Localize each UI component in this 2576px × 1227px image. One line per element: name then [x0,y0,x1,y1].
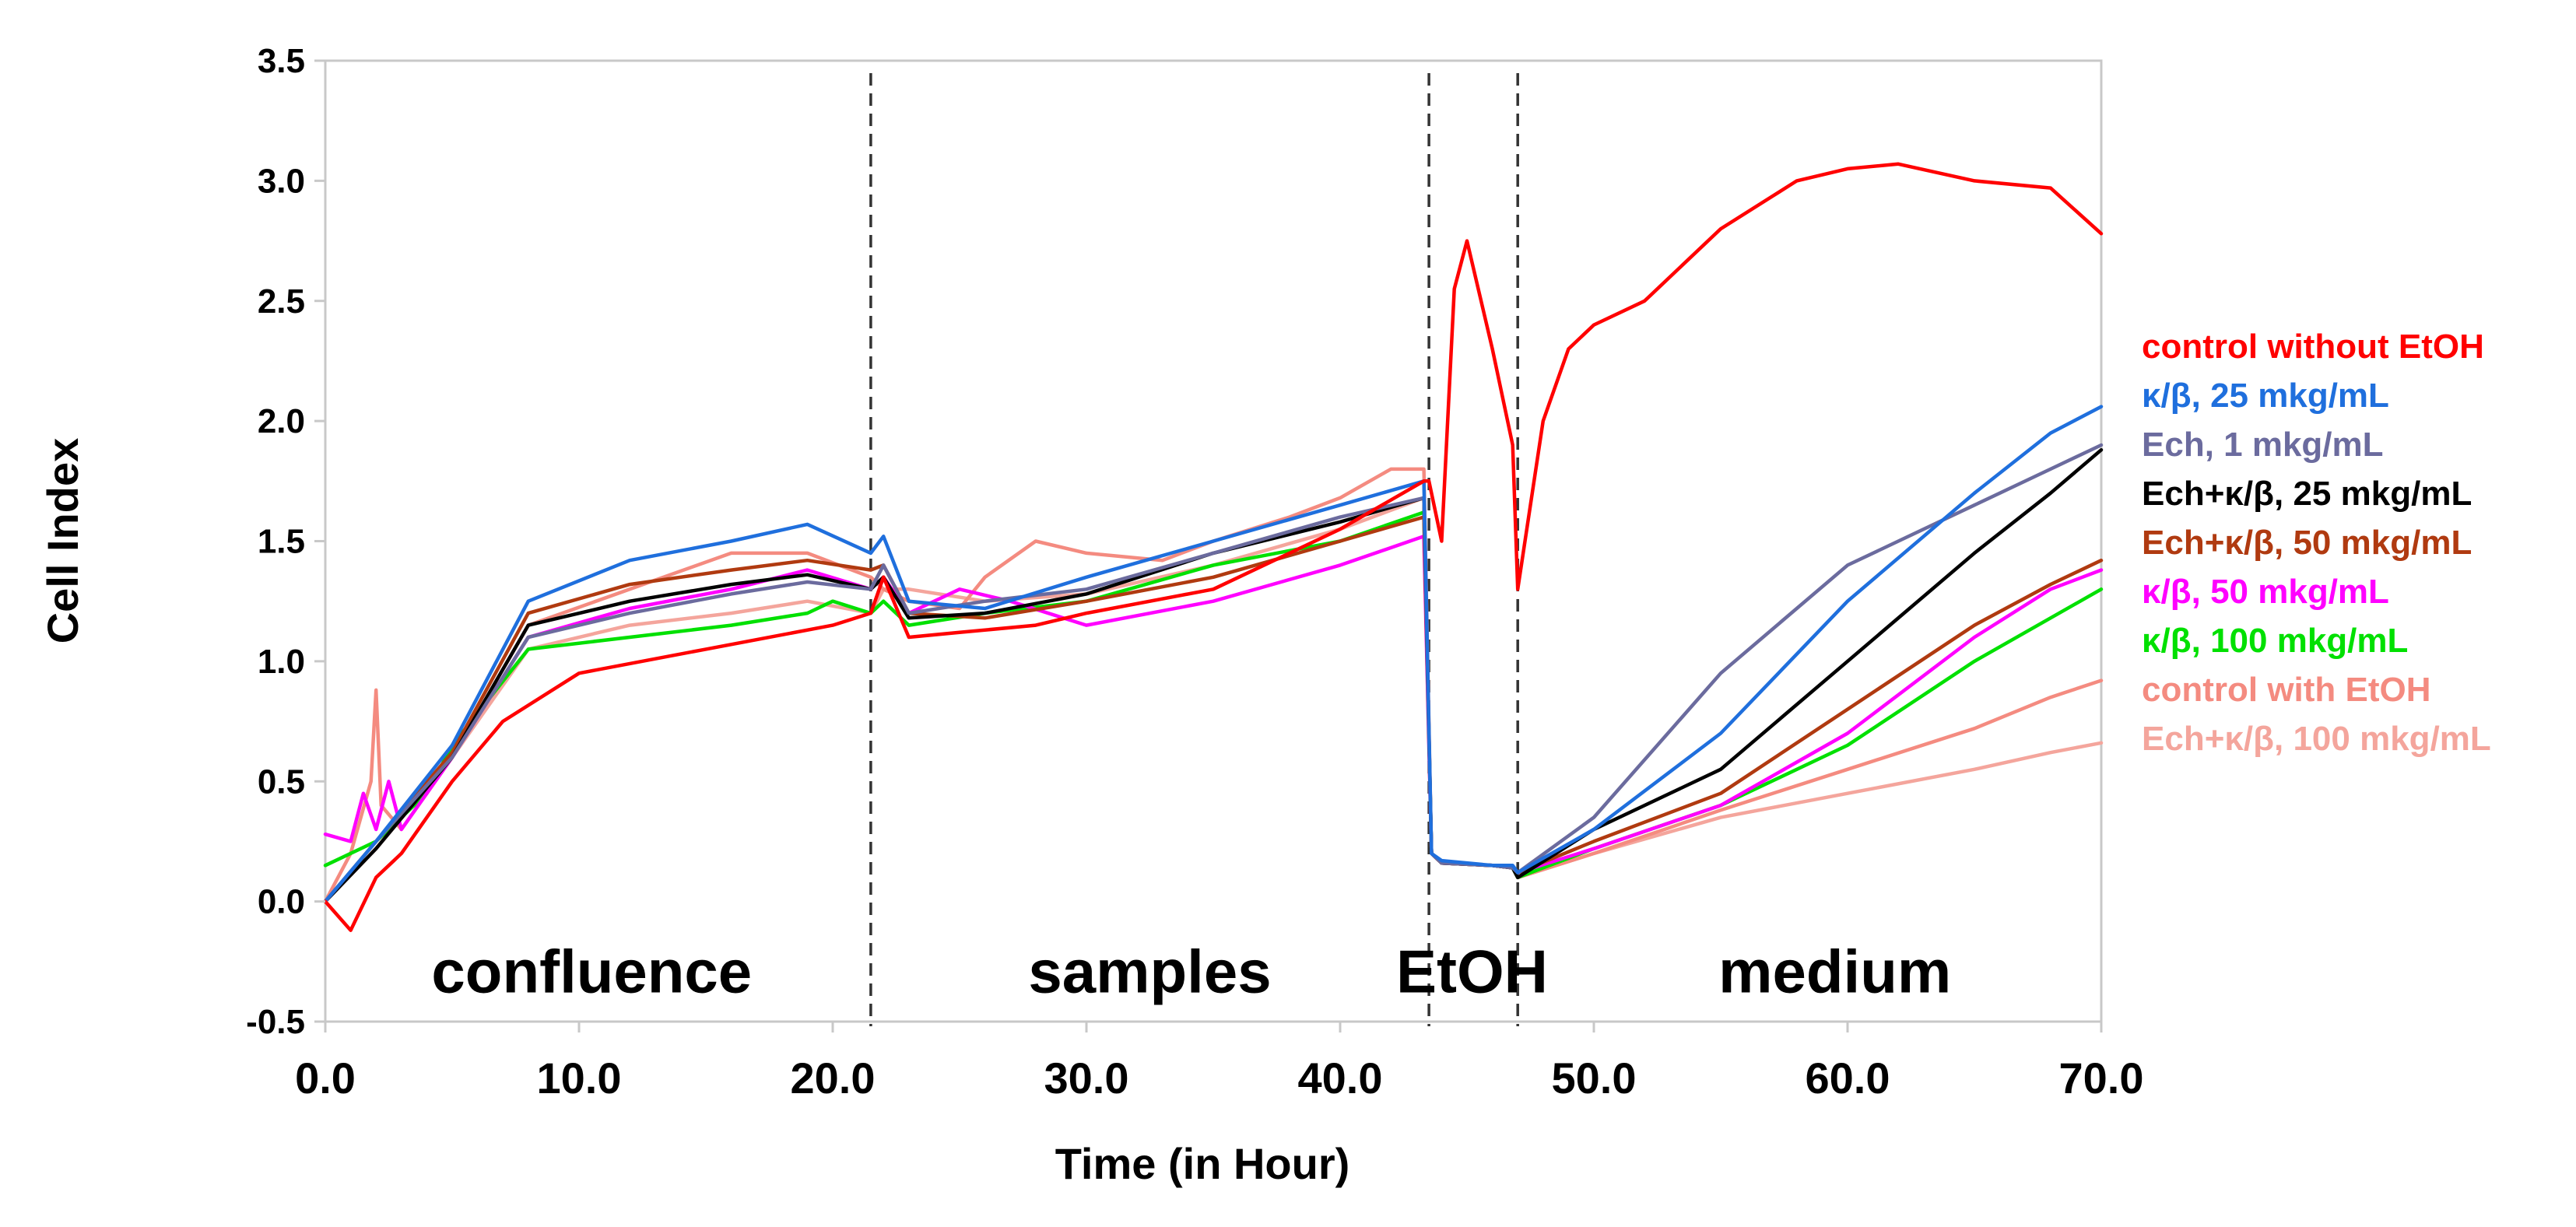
y-tick-label: 2.5 [258,282,305,321]
y-tick-label: 1.5 [258,523,305,561]
y-tick-label: -0.5 [246,1003,305,1041]
y-tick-label: 1.0 [258,643,305,681]
y-tick-label: 0.0 [258,883,305,921]
legend-entry-control-with-etoh: control with EtOH [2142,671,2431,709]
legend-entry-ech-50-mkg-ml: Ech+κ/β, 50 mkg/mL [2142,524,2472,562]
x-axis: 0.0 10.0 20.0 30.0 40.0 50.0 60.0 70.0 [295,1022,2144,1103]
legend-entry-25-mkg-ml: κ/β, 25 mkg/mL [2142,377,2389,415]
legend-entry-ech-100-mkg-ml: Ech+κ/β, 100 mkg/mL [2142,720,2491,758]
legend-entry-100-mkg-ml: κ/β, 100 mkg/mL [2142,622,2408,660]
phase-label-samples: samples [1028,937,1271,1005]
x-tick-label: 40.0 [1298,1053,1383,1103]
y-tick-label: 3.0 [258,162,305,200]
y-axis-title: Cell Index [38,438,87,644]
x-tick-label: 30.0 [1044,1053,1129,1103]
legend: control without EtOH κ/β, 25 mkg/mL Ech, 1… [2142,328,2491,758]
x-axis-title: Time (in Hour) [1055,1139,1350,1188]
series-100-mkg-ml [323,510,2104,880]
x-tick-label: 10.0 [537,1053,622,1103]
y-tick-label: 0.5 [258,762,305,801]
phase-labels: confluence samples EtOH medium [431,937,1951,1005]
series-lines [323,162,2104,932]
series-ech-25-mkg-ml [323,447,2104,903]
phase-label-medium: medium [1718,937,1951,1005]
y-tick-label: 3.5 [258,42,305,80]
series-50-mkg-ml [323,535,2104,875]
legend-entry-control-without-etoh: control without EtOH [2142,328,2484,366]
series-25-mkg-ml [323,405,2104,903]
y-tick-label: 2.0 [258,402,305,440]
phase-label-etoh: EtOH [1396,937,1548,1005]
x-tick-label: 60.0 [1806,1053,1890,1103]
x-tick-label: 20.0 [791,1053,876,1103]
y-axis: -0.5 0.0 0.5 1.0 1.5 2.0 2.5 3.0 3.5 [246,42,325,1041]
legend-entry-ech-1-mkg-ml: Ech, 1 mkg/mL [2142,426,2384,464]
series-ech-1-mkg-ml [323,443,2104,903]
series-control-without-etoh [323,162,2104,932]
legend-entry-50-mkg-ml: κ/β, 50 mkg/mL [2142,573,2389,611]
x-tick-label: 0.0 [295,1053,356,1103]
series-ech-100-mkg-ml [323,496,2104,903]
x-tick-label: 70.0 [2059,1053,2144,1103]
legend-entry-ech-25-mkg-ml: Ech+κ/β, 25 mkg/mL [2142,475,2472,513]
phase-label-confluence: confluence [431,937,752,1005]
series-control-with-etoh [323,467,2104,903]
x-tick-label: 50.0 [1552,1053,1637,1103]
